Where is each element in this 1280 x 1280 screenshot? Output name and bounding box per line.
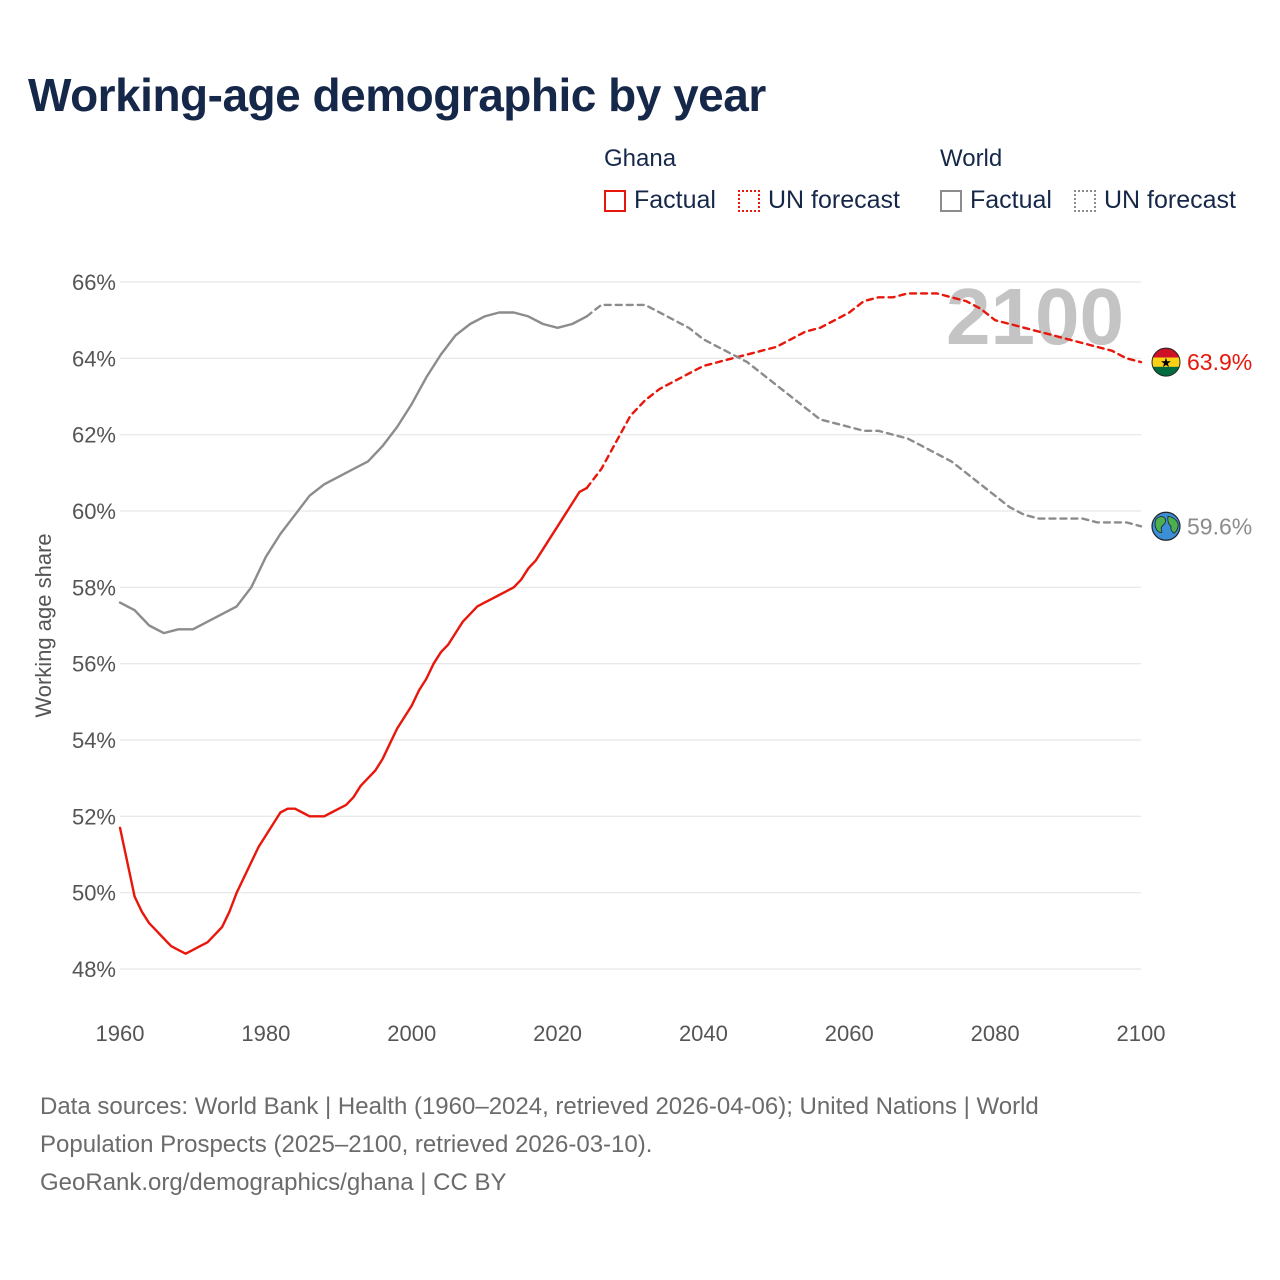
legend-label-world-factual: Factual	[970, 186, 1052, 214]
footer-credit: GeoRank.org/demographics/ghana | CC BY	[40, 1169, 507, 1196]
y-axis-label: Working age share	[31, 533, 56, 717]
x-tick-label: 2080	[971, 1021, 1020, 1046]
x-tick-label: 2040	[679, 1021, 728, 1046]
x-tick-label: 2060	[825, 1021, 874, 1046]
legend-title-ghana: Ghana	[604, 145, 677, 172]
legend-swatch-ghana-factual	[604, 189, 626, 212]
legend-world-forecast[interactable]: UN forecast	[1074, 186, 1236, 215]
y-tick-label: 58%	[72, 575, 116, 600]
y-tick-label: 52%	[72, 804, 116, 829]
legend-swatch-ghana-forecast	[738, 189, 760, 212]
legend-ghana-forecast[interactable]: UN forecast	[738, 186, 900, 215]
chart-title: Working-age demographic by year	[28, 69, 766, 121]
x-tick-label: 2020	[533, 1021, 582, 1046]
end-label-world: 59.6%	[1187, 513, 1252, 539]
series-ghana-factual	[118, 486, 588, 955]
y-tick-label: 48%	[72, 957, 116, 982]
y-tick-label: 60%	[72, 499, 116, 524]
series-world-forecast	[585, 303, 1143, 528]
legend-swatch-world-forecast	[1074, 189, 1096, 212]
y-tick-label: 66%	[72, 270, 116, 295]
y-tick-label: 64%	[72, 346, 116, 371]
x-tick-label: 2000	[387, 1021, 436, 1046]
footer-sources-line-2: Population Prospects (2025–2100, retriev…	[40, 1131, 653, 1158]
x-tick-label: 1980	[241, 1021, 290, 1046]
legend-world-factual[interactable]: Factual	[940, 186, 1052, 215]
year-watermark: 2100	[946, 272, 1124, 361]
y-tick-label: 50%	[72, 881, 116, 906]
legend-label-ghana-factual: Factual	[634, 186, 716, 214]
legend-swatch-world-factual	[940, 189, 962, 212]
series-world-factual	[118, 311, 588, 635]
footer-sources-line-1: Data sources: World Bank | Health (1960–…	[40, 1093, 1039, 1120]
globe-icon	[1151, 511, 1181, 541]
end-label-ghana: 63.9%	[1187, 349, 1252, 375]
ghana-flag-icon: ★	[1151, 347, 1181, 377]
y-tick-label: 56%	[72, 652, 116, 677]
series-ghana-forecast	[585, 292, 1143, 490]
y-tick-label: 54%	[72, 728, 116, 753]
y-tick-label: 62%	[72, 423, 116, 448]
footer: Data sources: World Bank | Health (1960–…	[40, 1088, 1190, 1202]
svg-text:★: ★	[1160, 355, 1172, 370]
legend-label-ghana-forecast: UN forecast	[768, 186, 900, 214]
legend-ghana-factual[interactable]: Factual	[604, 186, 716, 215]
x-tick-label: 1960	[96, 1021, 145, 1046]
legend-label-world-forecast: UN forecast	[1104, 186, 1236, 214]
x-tick-label: 2100	[1117, 1021, 1166, 1046]
line-chart: 2100 48% 50% 52% 54% 56% 58% 60% 62% 64% 66% 1960 19…	[31, 270, 1252, 1046]
legend-title-world: World	[940, 145, 1003, 172]
